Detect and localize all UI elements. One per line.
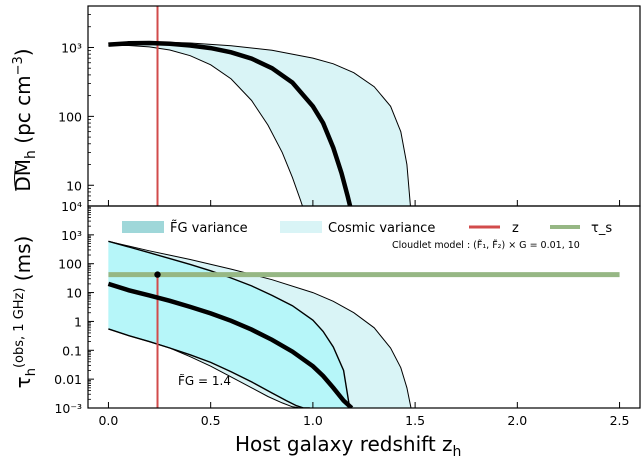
bottom-xtick-label: 0.5: [201, 413, 221, 428]
legend-cosmic-swatch: [280, 221, 322, 233]
top-median-line: [108, 40, 353, 206]
bottom-median-line: [107, 281, 354, 408]
bottom-ylabel-sub: h: [24, 368, 39, 376]
top-ylabel-sub: h: [23, 150, 39, 159]
bottom-ytick-label: 10⁴: [61, 199, 82, 214]
bottom-ytick-label: 10⁻³: [54, 401, 82, 416]
xlabel-sub: h: [453, 444, 462, 460]
bottom-fg-upper-line: [108, 240, 351, 408]
legend-z-label: z: [512, 221, 519, 236]
legend-tau-label: τ_s: [591, 221, 612, 236]
bottom-fg-lower-line: [108, 328, 310, 408]
top-cosmic-band: [108, 41, 411, 206]
bottom-fg-band: [108, 241, 350, 408]
top-ylabel-exp: −3: [11, 56, 26, 75]
top-ytick-label: 100: [58, 109, 82, 124]
bottom-xtick-label: 2.5: [610, 413, 630, 428]
legend-cosmic-label: Cosmic variance: [328, 221, 435, 236]
bottom-xtick-label: 0.0: [98, 413, 118, 428]
xlabel-main: Host galaxy redshift z: [235, 432, 453, 456]
bottom-ylabel-units: (ms): [11, 236, 35, 288]
fg-annotation: F̃G = 1.4: [178, 374, 231, 388]
bottom-ytick-label: 0.01: [54, 372, 82, 387]
bottom-axes-frame: [87, 205, 641, 409]
tau-marker-point: [154, 271, 161, 278]
top-cosmic-upper-line: [108, 41, 411, 206]
top-cosmic-lower-line: [108, 45, 303, 206]
legend: F̃G variance Cosmic variance z τ_s Cloud…: [122, 221, 612, 251]
top-ylabel-close: ): [11, 48, 35, 56]
bottom-ytick-label: 0.1: [62, 343, 82, 358]
bottom-ytick-label: 10: [66, 286, 82, 301]
bottom-ylabel-tau: τ: [11, 376, 35, 388]
bottom-xtick-label: 2.0: [507, 413, 527, 428]
bottom-ylabel-sup: (obs, 1 GHz): [12, 288, 27, 368]
cloudlet-label: Cloudlet model : (F̃₁, F̃₂) × G = 0.01, …: [392, 239, 580, 251]
bottom-ylabel: τh(obs, 1 GHz) (ms): [11, 236, 39, 389]
top-ylabel-units: (pc cm: [11, 75, 35, 150]
top-ytick-label: 10: [66, 178, 82, 193]
bottom-panel: 10⁴ 10³ 100 10 1 0.1 0.01 10⁻³ 0.0 0.5 1.0 1.5 2.0 2.…: [11, 199, 641, 460]
top-ylabel-hat: [14, 164, 17, 192]
xlabel: Host galaxy redshift zh: [235, 432, 461, 460]
bottom-ytick-label: 10³: [61, 228, 82, 243]
legend-fg-label: F̃G variance: [170, 221, 248, 236]
bottom-xtick-label: 1.0: [303, 413, 323, 428]
legend-fg-swatch: [122, 221, 164, 233]
bottom-xtick-label: 1.5: [405, 413, 425, 428]
bottom-ytick-label: 1: [74, 314, 82, 329]
top-ytick-label: 10³: [61, 40, 82, 55]
bottom-ytick-label: 100: [58, 257, 82, 272]
bottom-cosmic-upper-line: [108, 240, 412, 408]
